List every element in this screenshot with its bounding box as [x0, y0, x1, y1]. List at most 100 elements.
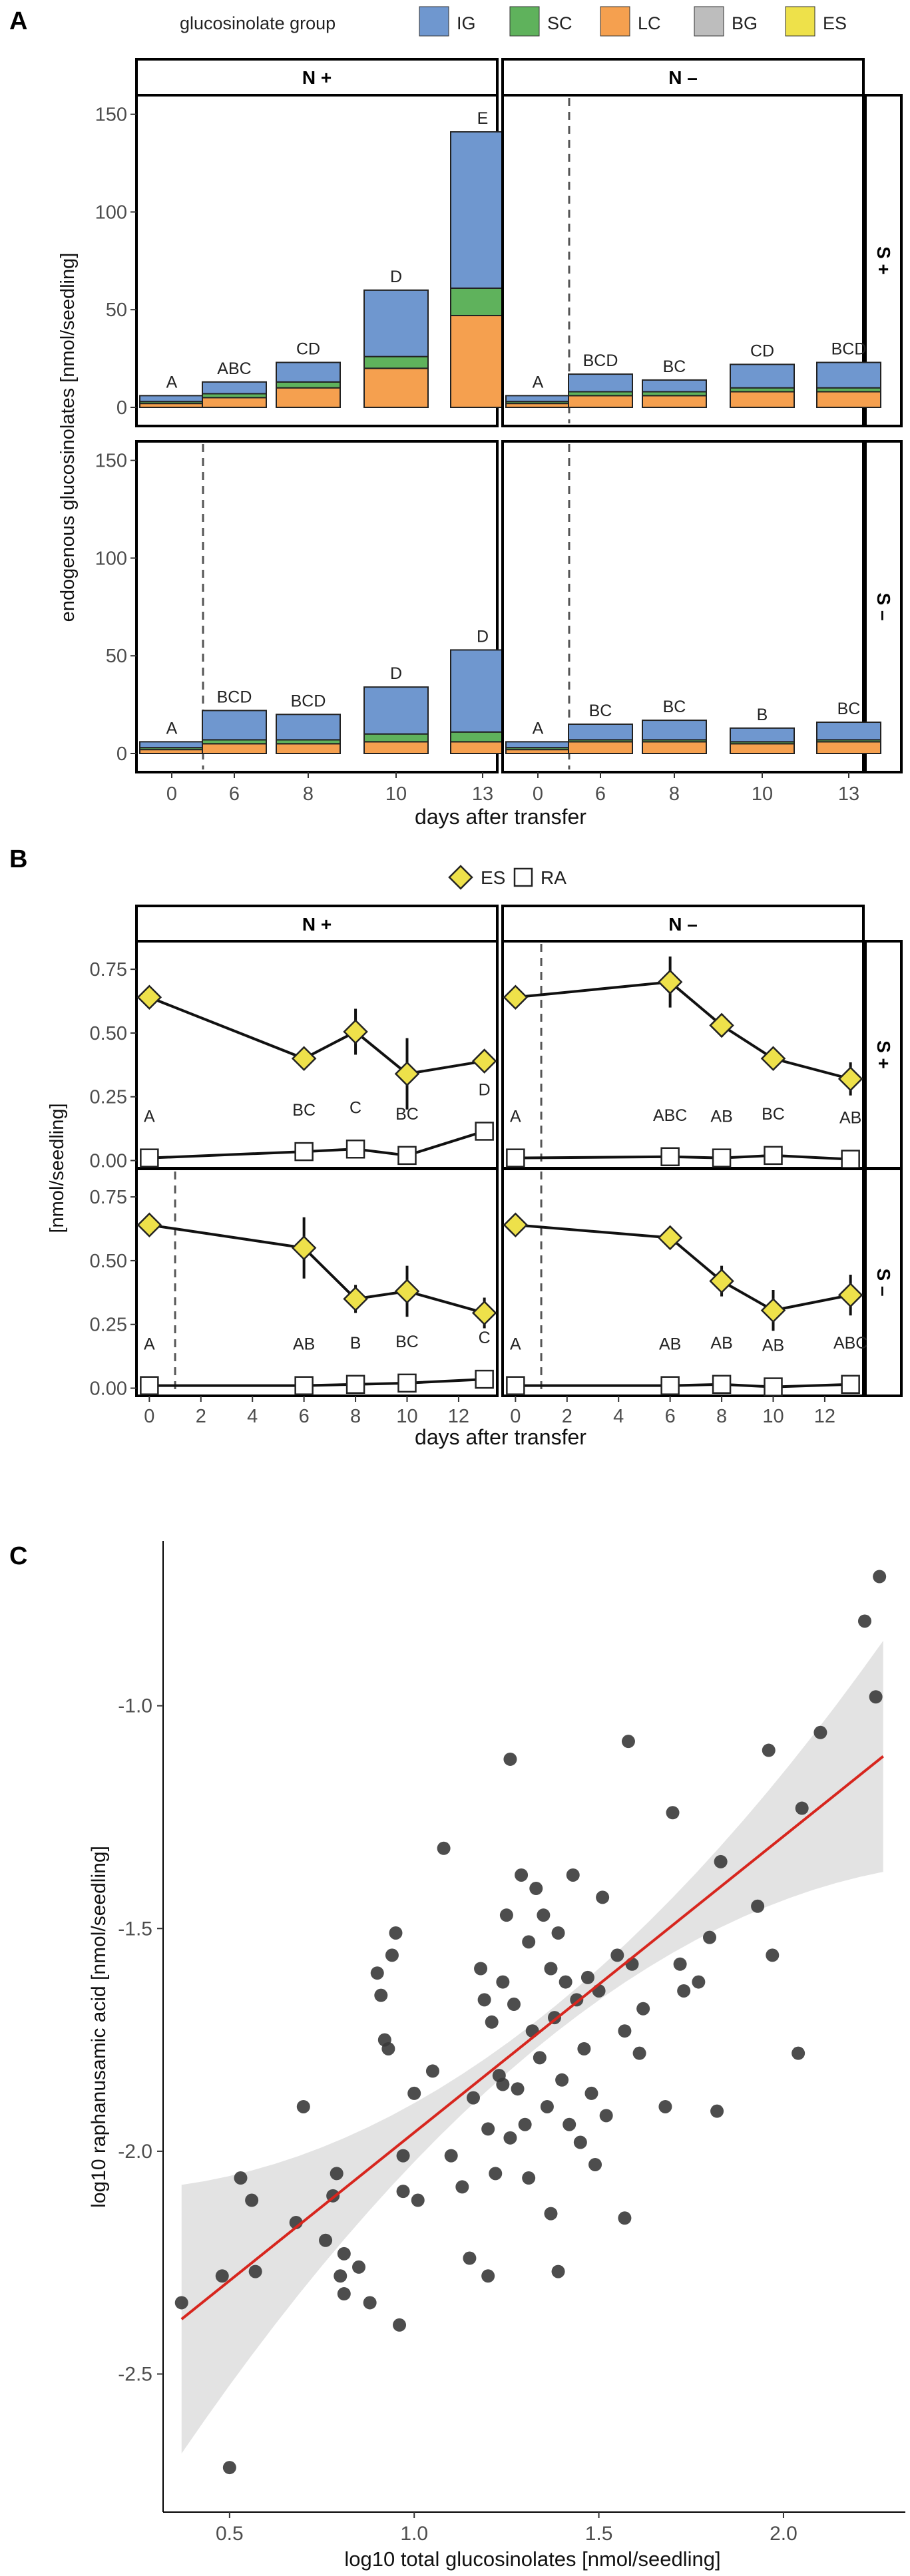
bar-ig-day-10: [730, 727, 795, 743]
x-tick-label: 10: [762, 1406, 784, 1427]
x-tick-label: 1.0: [400, 2523, 428, 2545]
scatter-point-61: [555, 2073, 569, 2087]
y-axis-label: [nmol/seedling]: [47, 1103, 68, 1233]
scatter-point-56: [544, 1962, 558, 1976]
facet-frame: [501, 94, 865, 427]
scatter-point-40: [496, 1975, 510, 1989]
scatter-point-22: [393, 2318, 407, 2332]
legend-key-ig: [419, 6, 449, 37]
legend-es-marker: [448, 865, 473, 890]
y-tick-label: 0.25: [90, 1087, 127, 1108]
es-point-day-13: [471, 1300, 497, 1326]
scatter-point-12: [337, 2247, 351, 2260]
scatter-point-44: [503, 1752, 517, 1766]
bar-ig-day-6: [568, 373, 633, 393]
x-tick-label: 10: [385, 783, 407, 805]
scatter-point-48: [518, 2117, 532, 2131]
strip-row-1: [864, 1168, 903, 1397]
scatter-point-36: [485, 2015, 499, 2029]
facet-a-3: A BC BC B BC 0 6 8 10 13: [501, 440, 881, 805]
bar-lc-day-6: [568, 741, 633, 754]
scatter-point-53: [533, 2051, 547, 2065]
x-tick-label: 4: [613, 1406, 624, 1427]
x-tick-label: 10: [396, 1406, 417, 1427]
scatter-point-97: [873, 1570, 887, 1584]
significance-letter: BC: [837, 700, 861, 718]
scatter-point-96: [869, 1690, 883, 1704]
x-tick-label: 6: [665, 1406, 676, 1427]
x-tick-label: 6: [229, 783, 240, 805]
scatter-point-38: [489, 2167, 503, 2181]
scatter-point-7: [296, 2099, 310, 2113]
scatter-point-29: [444, 2149, 458, 2163]
ra-point-day-0: [140, 1148, 159, 1168]
significance-letter: A: [166, 719, 178, 738]
y-tick-label: -2.0: [118, 2141, 152, 2163]
significance-letter: ABC: [217, 359, 251, 378]
scatter-point-87: [710, 2104, 724, 2118]
scatter-point-27: [425, 2064, 439, 2078]
scatter-point-59: [551, 1926, 565, 1940]
y-tick-label: 0.00: [90, 1379, 127, 1400]
es-point-day-13: [837, 1282, 863, 1308]
bar-lc-day-10: [363, 367, 429, 409]
scatter-point-70: [588, 2157, 602, 2171]
significance-letter: BCD: [217, 688, 252, 706]
significance-letter: D: [479, 1080, 491, 1099]
significance-letter: AB: [659, 1335, 681, 1354]
es-point-day-8: [343, 1019, 368, 1044]
scatter-point-49: [522, 1935, 536, 1949]
scatter-point-76: [618, 2024, 632, 2038]
scatter-point-11: [334, 2269, 347, 2283]
scatter-point-81: [658, 2099, 672, 2113]
significance-letter: BCD: [831, 339, 867, 358]
significance-letter: A: [510, 1108, 521, 1126]
legend-key-sc: [509, 6, 540, 37]
significance-letter: E: [477, 109, 489, 128]
y-tick-label: 0: [116, 397, 127, 419]
legend-es-label: ES: [481, 867, 505, 888]
x-tick-label: 0.5: [216, 2523, 244, 2545]
scatter-point-0: [174, 2296, 188, 2310]
ra-point-day-10: [397, 1146, 417, 1166]
significance-letter: A: [533, 719, 544, 738]
scatter-point-82: [666, 1806, 680, 1820]
scatter-point-24: [396, 2185, 410, 2199]
x-tick-label: 8: [303, 783, 314, 805]
panel-a-label: A: [9, 7, 27, 35]
significance-letter: C: [349, 1098, 361, 1117]
significance-letter: BC: [292, 1101, 316, 1120]
scatter-point-20: [385, 1948, 399, 1962]
scatter-point-55: [540, 2099, 554, 2113]
ra-point-day-0: [506, 1376, 525, 1395]
x-tick-label: 12: [448, 1406, 469, 1427]
es-point-day-8: [709, 1012, 734, 1038]
scatter-point-30: [455, 2180, 469, 2194]
scatter-point-89: [751, 1899, 765, 1913]
legend-key-lc: [600, 6, 630, 37]
scatter-point-1: [215, 2269, 229, 2283]
scatter-point-54: [537, 1908, 551, 1922]
significance-letter: CD: [296, 339, 320, 358]
es-point-day-8: [709, 1268, 734, 1294]
scatter-point-4: [245, 2193, 259, 2207]
significance-letter: A: [144, 1108, 155, 1126]
es-point-day-0: [136, 984, 162, 1010]
scatter-point-37: [481, 2269, 495, 2283]
scatter-point-33: [474, 1962, 488, 1976]
bar-ig-day-8: [276, 361, 341, 383]
y-tick-label: 150: [95, 105, 127, 126]
scatter-point-67: [577, 2041, 591, 2055]
significance-letter: A: [510, 1335, 521, 1354]
bar-lc-day-13: [816, 391, 881, 408]
y-tick-label: 0.50: [90, 1251, 127, 1272]
ra-point-day-13: [475, 1122, 494, 1141]
facet-b-0: A BC C BC D 0.00 0.25 0.50 0.75: [90, 940, 499, 1172]
x-tick-label: 8: [716, 1406, 727, 1427]
scatter-point-94: [813, 1725, 827, 1739]
significance-letter: A: [533, 373, 544, 391]
bar-ig-day-13: [816, 361, 881, 389]
y-tick-label: 50: [106, 300, 127, 321]
